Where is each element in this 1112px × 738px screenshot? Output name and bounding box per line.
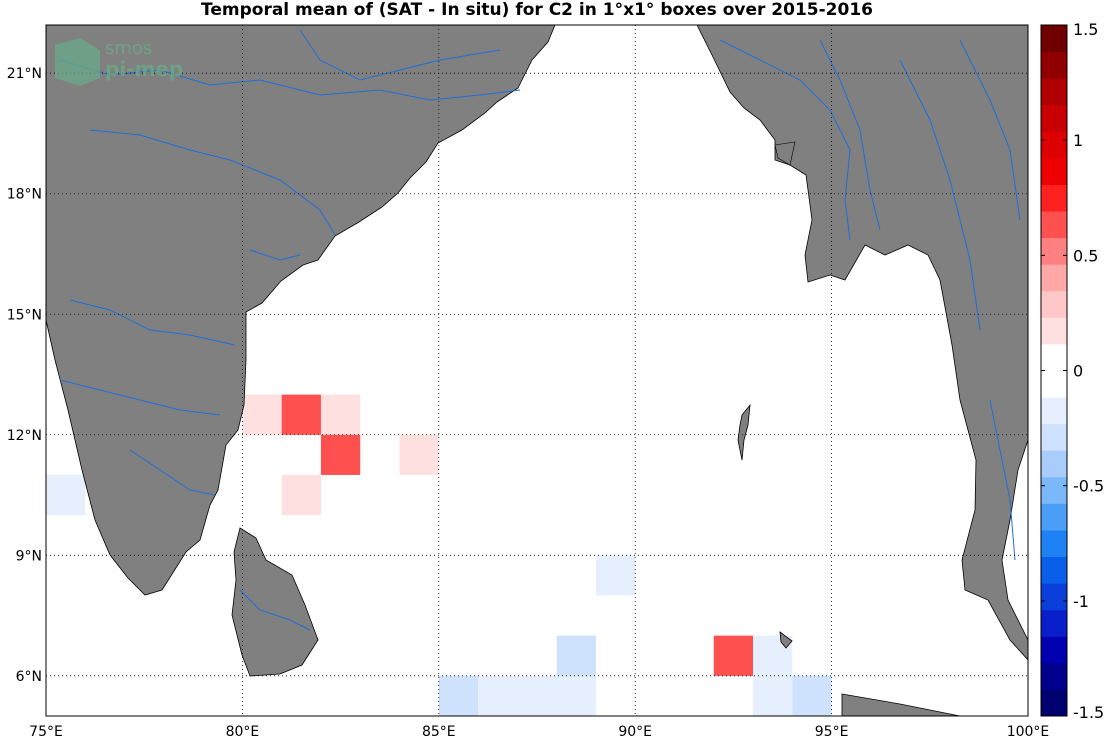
colorbar-tick-label: 1	[1073, 131, 1083, 150]
heatmap-cell	[792, 675, 832, 716]
colorbar-segment	[1041, 211, 1067, 239]
longitude-tick-label: 100°E	[1007, 724, 1050, 738]
colorbar-tick-label: 0.5	[1073, 246, 1098, 265]
colorbar-tick-label: 1.5	[1073, 20, 1098, 39]
colorbar	[1041, 25, 1067, 717]
heatmap-cells	[46, 394, 832, 716]
colorbar-segment	[1041, 476, 1067, 504]
smos-pimep-logo: smos pi-mep	[55, 38, 183, 86]
heatmap-cell	[399, 434, 439, 475]
longitude-tick-label: 90°E	[618, 724, 652, 738]
map-frame	[45, 24, 1029, 717]
colorbar-segment	[1041, 104, 1067, 132]
latitude-tick-label: 21°N	[7, 66, 42, 82]
myanmar-landmass	[696, 25, 1028, 661]
india-landmass	[46, 25, 556, 596]
nicobar-island	[779, 631, 793, 649]
colorbar-segment	[1041, 503, 1067, 531]
colorbar-tick-label: 0	[1073, 362, 1083, 381]
heatmap-cell	[281, 474, 321, 516]
colorbar-segment	[1041, 370, 1067, 398]
land-layer	[46, 25, 1028, 716]
colorbar-segment	[1041, 423, 1067, 451]
heatmap-cell	[556, 635, 596, 676]
colorbar-segment	[1041, 343, 1067, 371]
latitude-labels: 6°N 9°N 12°N 15°N 18°N 21°N	[7, 66, 42, 685]
heatmap-cell	[281, 394, 321, 435]
colorbar-segment	[1041, 131, 1067, 159]
colorbar-segment	[1041, 529, 1067, 558]
heatmap-cell	[556, 675, 596, 716]
colorbar-segment	[1041, 290, 1067, 318]
heatmap-cell	[713, 635, 754, 676]
colorbar-segment	[1041, 689, 1067, 717]
heatmap-cell	[438, 675, 479, 716]
map-title: Temporal mean of (SAT - In situ) for C2 …	[201, 0, 873, 20]
latitude-tick-label: 6°N	[16, 669, 42, 685]
longitude-tick-label: 75°E	[29, 724, 63, 738]
rivers-layer	[59, 29, 1021, 631]
heatmap-cell	[517, 675, 557, 716]
sri-lanka-landmass	[231, 527, 319, 677]
colorbar-segment	[1041, 583, 1067, 611]
colorbar-segment	[1041, 636, 1067, 664]
heatmap-cell	[595, 555, 636, 596]
logo-line2: pi-mep	[105, 57, 183, 81]
colorbar-labels: -1.5 -1 -0.5 0 0.5 1 1.5	[1041, 20, 1104, 722]
heatmap-cell	[46, 474, 86, 516]
colorbar-segment	[1041, 317, 1067, 345]
heatmap-cell	[478, 675, 518, 716]
colorbar-segment	[1041, 264, 1067, 292]
colorbar-tick-label: -0.5	[1073, 477, 1104, 496]
colorbar-segment	[1041, 237, 1067, 265]
sumatra-landmass	[841, 693, 961, 716]
colorbar-segment	[1041, 609, 1067, 637]
colorbar-segment	[1041, 157, 1067, 185]
colorbar-segment	[1041, 51, 1067, 79]
colorbar-segment	[1041, 556, 1067, 584]
longitude-tick-label: 95°E	[815, 724, 849, 738]
longitude-labels: 75°E 80°E 85°E 90°E 95°E 100°E	[29, 724, 1049, 738]
heatmap-cell	[242, 394, 282, 435]
colorbar-segment	[1041, 397, 1067, 425]
andaman-island	[737, 403, 751, 461]
small-island	[774, 141, 796, 166]
colorbar-segment	[1041, 78, 1067, 106]
longitude-tick-label: 80°E	[226, 724, 260, 738]
colorbar-tick-label: -1.5	[1073, 703, 1104, 722]
logo-line1: smos	[105, 38, 152, 59]
colorbar-segment	[1041, 662, 1067, 690]
colorbar-segment	[1041, 450, 1067, 478]
heatmap-cell	[753, 675, 793, 716]
latitude-tick-label: 9°N	[16, 548, 42, 564]
colorbar-segment	[1041, 25, 1067, 53]
latitude-tick-label: 15°N	[7, 307, 42, 323]
latitude-tick-label: 12°N	[7, 428, 42, 444]
colorbar-segment	[1041, 184, 1067, 212]
heatmap-cell	[320, 394, 361, 435]
latitude-tick-label: 18°N	[7, 187, 42, 203]
colorbar-tick-label: -1	[1073, 592, 1089, 611]
heatmap-cell	[320, 434, 361, 475]
logo-icon	[55, 38, 100, 86]
longitude-tick-label: 85°E	[422, 724, 456, 738]
